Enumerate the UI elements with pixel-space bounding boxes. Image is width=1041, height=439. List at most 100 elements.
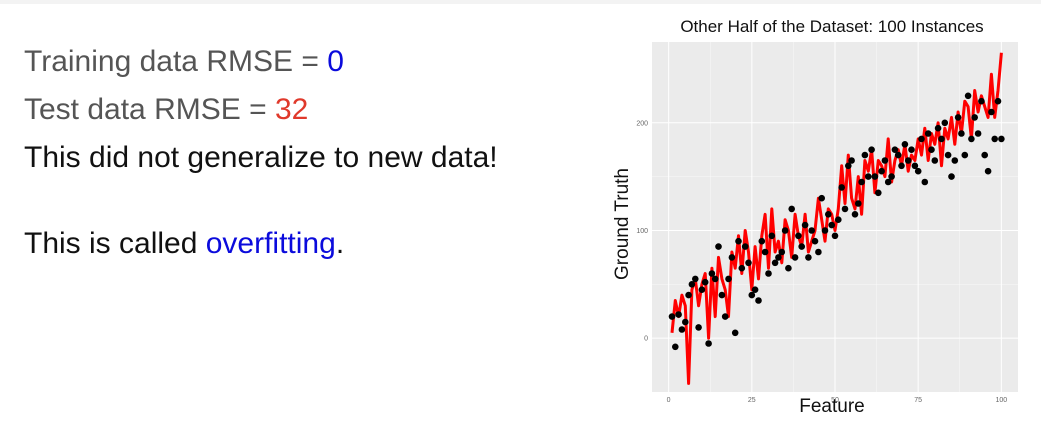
data-point (708, 270, 716, 277)
data-point (731, 329, 739, 337)
data-point (841, 205, 849, 213)
data-point (961, 151, 969, 159)
x-axis-title: Feature (799, 396, 864, 417)
data-point (791, 254, 799, 261)
test-rmse-label: Test data RMSE = (24, 93, 275, 126)
data-point (948, 173, 955, 180)
generalize-statement: This did not generalize to new data! (24, 141, 498, 174)
data-point (781, 227, 789, 234)
data-point (878, 167, 885, 175)
data-point (845, 162, 852, 170)
data-point (865, 173, 872, 180)
data-point (821, 227, 829, 234)
training-rmse-value: 0 (327, 45, 344, 78)
data-point (715, 243, 722, 250)
y-axis-title: Ground Truth (612, 168, 633, 280)
scatter-chart: Other Half of the Dataset: 100 Instances… (612, 17, 1018, 417)
data-point (991, 135, 998, 143)
data-point (695, 324, 702, 331)
data-point (735, 237, 742, 245)
data-point (924, 130, 932, 137)
data-point (988, 108, 995, 116)
data-point (881, 157, 889, 164)
data-point (848, 157, 855, 164)
data-point (751, 286, 759, 294)
data-point (978, 97, 985, 105)
data-point (971, 114, 978, 121)
data-point (701, 278, 709, 286)
data-point (851, 211, 859, 218)
overfitting-term: overfitting (205, 227, 336, 260)
data-point (884, 178, 892, 186)
data-point (904, 157, 912, 164)
data-point (668, 313, 676, 320)
data-point (871, 173, 879, 180)
data-point (888, 173, 895, 180)
data-point (911, 162, 919, 170)
data-point (994, 97, 1002, 105)
data-point (775, 254, 782, 261)
data-point (785, 264, 792, 272)
data-point (798, 243, 805, 250)
data-point (901, 141, 909, 148)
data-point (918, 135, 925, 143)
data-point (698, 286, 706, 294)
data-point (928, 146, 935, 153)
data-point (951, 157, 959, 164)
data-point (725, 275, 732, 283)
data-point (741, 243, 749, 250)
tick-layer: 0 25 50 75 100 0 100 200 (636, 120, 1007, 404)
data-point (944, 151, 952, 159)
data-point (861, 151, 869, 159)
data-point (931, 157, 939, 164)
data-point (685, 291, 692, 299)
x-tick-label: 0 (667, 397, 671, 404)
overfitting-prefix: This is called (24, 227, 206, 260)
data-point (998, 135, 1005, 143)
y-tick-label: 200 (636, 120, 648, 127)
data-point (875, 189, 882, 197)
data-point (858, 178, 865, 186)
data-point (795, 232, 802, 240)
data-point (964, 92, 972, 100)
data-point (921, 178, 929, 186)
data-point (761, 248, 769, 256)
data-point (745, 259, 752, 267)
chart-title: Other Half of the Dataset: 100 Instances (680, 17, 983, 36)
data-point (894, 151, 902, 159)
data-point (692, 275, 699, 283)
data-point (678, 326, 686, 333)
data-point (914, 167, 922, 175)
data-point (835, 216, 842, 223)
test-rmse-line: Test data RMSE = 32 (24, 86, 498, 134)
text-block: Training data RMSE = 0 Test data RMSE = … (24, 38, 498, 268)
data-point (934, 124, 942, 132)
data-point (984, 167, 992, 175)
data-point (891, 146, 899, 153)
data-point (811, 237, 819, 245)
data-point (755, 297, 762, 304)
data-point (908, 146, 915, 153)
y-tick-label: 0 (644, 336, 648, 343)
grid-layer (652, 42, 1018, 392)
data-point (688, 281, 696, 288)
point-layer (668, 92, 1005, 351)
training-rmse-label: Training data RMSE = (24, 45, 328, 78)
spacer (24, 182, 498, 220)
data-point (705, 340, 712, 347)
x-tick-label: 50 (831, 397, 839, 404)
data-point (675, 311, 682, 318)
data-point (938, 135, 945, 143)
data-point (958, 130, 965, 137)
y-tick-label: 100 (636, 228, 648, 235)
x-tick-label: 25 (748, 397, 756, 404)
overfitting-suffix: . (335, 227, 345, 260)
data-point (778, 248, 786, 256)
training-rmse-line: Training data RMSE = 0 (24, 38, 498, 86)
data-point (788, 205, 795, 213)
data-point (838, 184, 845, 191)
overfitting-line: This is called overfitting. (24, 220, 498, 268)
data-point (728, 254, 736, 261)
data-point (738, 264, 746, 272)
data-point (828, 221, 835, 229)
